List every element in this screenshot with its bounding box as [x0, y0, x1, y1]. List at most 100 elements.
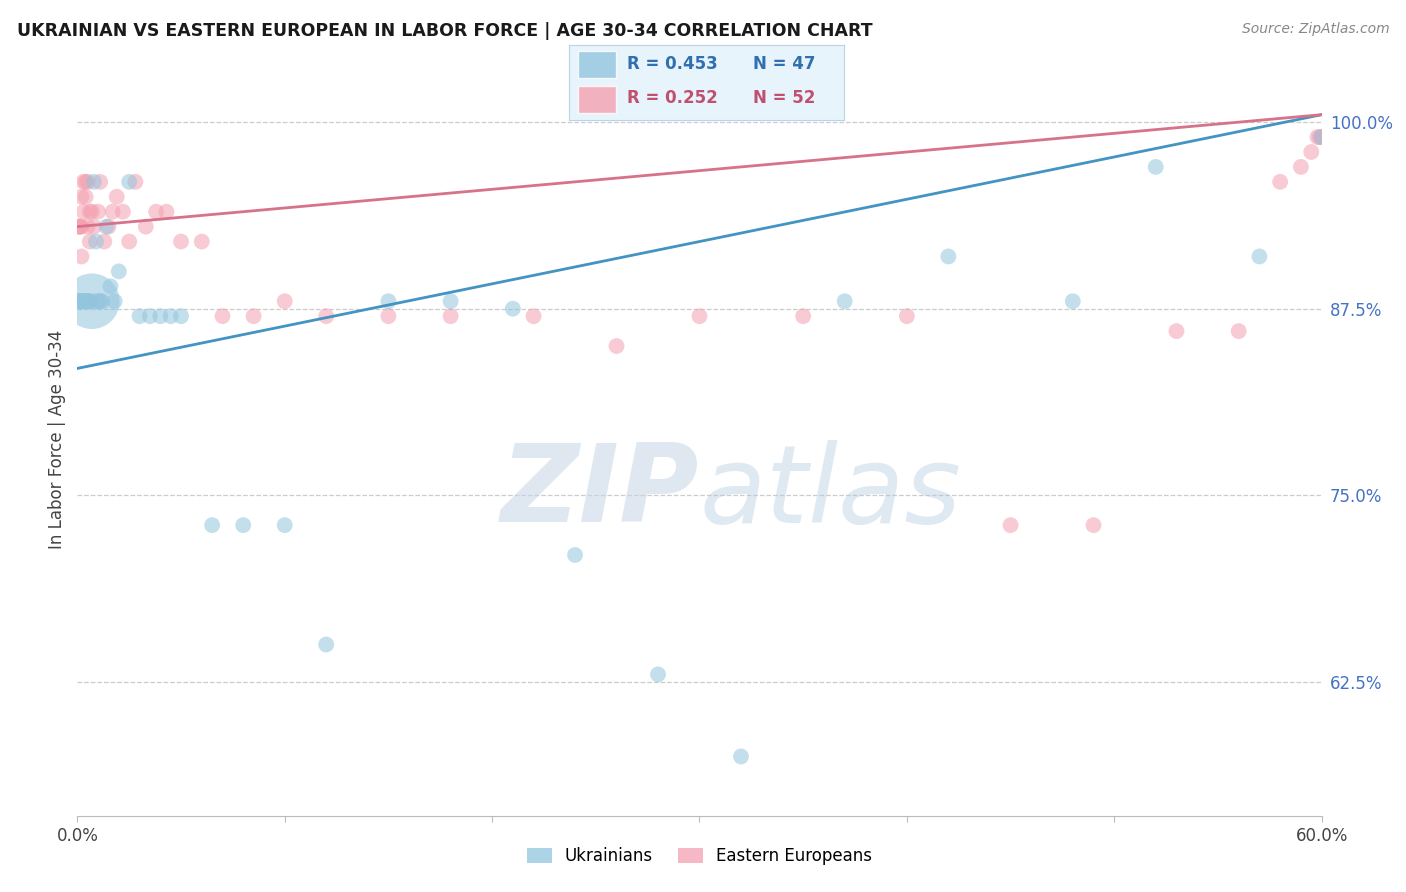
Point	[118, 235, 141, 249]
Point	[72, 294, 94, 309]
Point	[100, 279, 122, 293]
Point	[67, 294, 90, 309]
Point	[1144, 160, 1167, 174]
Point	[87, 294, 110, 309]
Point	[232, 518, 254, 533]
Point	[155, 204, 177, 219]
Point	[118, 175, 141, 189]
Point	[938, 250, 960, 264]
Point	[75, 294, 97, 309]
Point	[67, 294, 90, 309]
Point	[108, 264, 131, 278]
Point	[76, 294, 98, 309]
Point	[91, 294, 114, 309]
Point	[70, 219, 93, 234]
Point	[274, 518, 297, 533]
Point	[440, 309, 463, 323]
Point	[1166, 324, 1188, 338]
Point	[84, 235, 107, 249]
Point	[834, 294, 856, 309]
Point	[377, 309, 399, 323]
Point	[104, 294, 127, 309]
Point	[76, 175, 98, 189]
Point	[606, 339, 628, 353]
Point	[315, 309, 337, 323]
Point	[792, 309, 814, 323]
Point	[84, 294, 107, 309]
Point	[76, 294, 98, 309]
Point	[70, 250, 93, 264]
Point	[105, 190, 128, 204]
Point	[440, 294, 463, 309]
Point	[87, 204, 110, 219]
Point	[70, 190, 93, 204]
Point	[124, 175, 146, 189]
Point	[1249, 250, 1271, 264]
Point	[83, 175, 105, 189]
Point	[67, 219, 90, 234]
Legend: Ukrainians, Eastern Europeans: Ukrainians, Eastern Europeans	[520, 840, 879, 871]
Point	[1309, 130, 1331, 145]
Y-axis label: In Labor Force | Age 30-34: In Labor Force | Age 30-34	[48, 330, 66, 549]
Point	[502, 301, 524, 316]
Point	[377, 294, 399, 309]
Point	[315, 638, 337, 652]
Point	[72, 204, 94, 219]
Point	[1310, 130, 1333, 145]
Point	[75, 190, 97, 204]
Point	[97, 219, 120, 234]
Point	[191, 235, 214, 249]
Point	[101, 204, 124, 219]
Point	[76, 219, 98, 234]
Point	[89, 294, 111, 309]
Point	[70, 294, 93, 309]
Point	[70, 294, 93, 309]
Point	[72, 294, 94, 309]
Point	[149, 309, 172, 323]
Text: N = 52: N = 52	[754, 89, 815, 107]
Point	[523, 309, 546, 323]
Point	[135, 219, 157, 234]
Text: N = 47: N = 47	[754, 55, 815, 73]
Point	[242, 309, 264, 323]
Bar	[578, 51, 616, 78]
Text: atlas: atlas	[700, 440, 962, 545]
Point	[67, 294, 90, 309]
Point	[79, 235, 101, 249]
Point	[1227, 324, 1250, 338]
Point	[647, 667, 669, 681]
Text: Source: ZipAtlas.com: Source: ZipAtlas.com	[1241, 22, 1389, 37]
Text: ZIP: ZIP	[501, 439, 700, 545]
Text: R = 0.252: R = 0.252	[627, 89, 717, 107]
Text: UKRAINIAN VS EASTERN EUROPEAN IN LABOR FORCE | AGE 30-34 CORRELATION CHART: UKRAINIAN VS EASTERN EUROPEAN IN LABOR F…	[17, 22, 873, 40]
Point	[274, 294, 297, 309]
Point	[139, 309, 162, 323]
Point	[170, 309, 193, 323]
Point	[1000, 518, 1022, 533]
Point	[689, 309, 711, 323]
Point	[79, 204, 101, 219]
Point	[67, 219, 90, 234]
Point	[1289, 160, 1312, 174]
Point	[79, 294, 101, 309]
Point	[96, 219, 118, 234]
Point	[93, 235, 115, 249]
Point	[128, 309, 150, 323]
Point	[159, 309, 181, 323]
Point	[89, 175, 111, 189]
Point	[83, 219, 105, 234]
Point	[201, 518, 224, 533]
Point	[145, 204, 167, 219]
Point	[80, 204, 103, 219]
Point	[564, 548, 586, 562]
Point	[1083, 518, 1105, 533]
Point	[1301, 145, 1323, 159]
Point	[896, 309, 918, 323]
Point	[72, 175, 94, 189]
Point	[79, 294, 101, 309]
Point	[1306, 130, 1329, 145]
Point	[1270, 175, 1292, 189]
Text: R = 0.453: R = 0.453	[627, 55, 717, 73]
Point	[1310, 130, 1333, 145]
Point	[211, 309, 233, 323]
